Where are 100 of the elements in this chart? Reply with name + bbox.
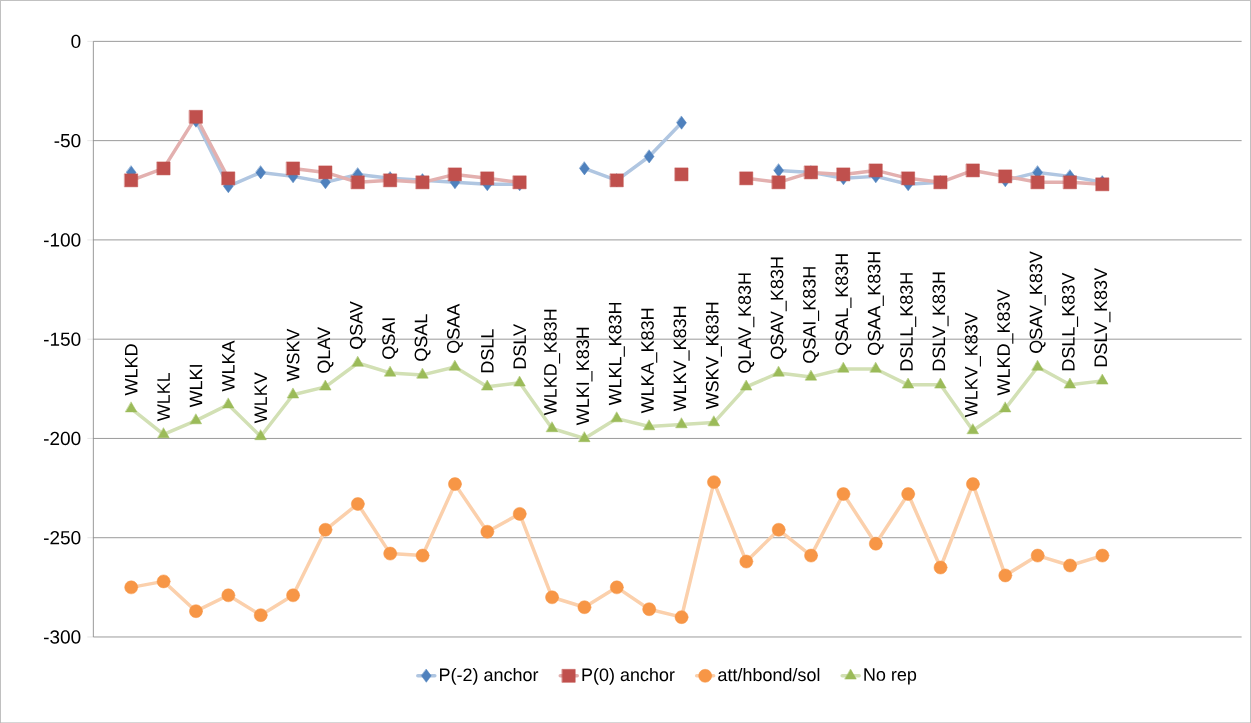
point bbox=[933, 560, 948, 575]
x-tick-label: QSAA_K83H bbox=[867, 252, 884, 355]
point bbox=[383, 546, 397, 561]
point bbox=[255, 165, 266, 179]
point bbox=[771, 175, 786, 189]
point bbox=[253, 608, 268, 622]
point bbox=[318, 522, 333, 537]
point bbox=[579, 161, 590, 176]
point bbox=[675, 417, 688, 428]
x-tick-label: DSLL_K83V bbox=[1061, 272, 1079, 371]
point bbox=[805, 370, 817, 381]
point bbox=[286, 161, 300, 176]
point bbox=[125, 401, 138, 412]
point bbox=[222, 397, 235, 409]
point bbox=[351, 356, 364, 367]
x-tick-label: QSAI bbox=[382, 318, 399, 359]
point bbox=[804, 548, 818, 563]
point bbox=[156, 161, 171, 176]
point bbox=[674, 167, 689, 181]
x-tick-label: QSAV_K83H bbox=[770, 257, 787, 359]
point bbox=[1063, 175, 1077, 189]
y-tick-label: -250 bbox=[44, 530, 81, 545]
x-tick-label: QLAV_K83H bbox=[738, 273, 755, 373]
x-tick-label: QSAI_K83H bbox=[802, 267, 820, 363]
point bbox=[318, 165, 333, 179]
y-tick-label: -300 bbox=[44, 630, 81, 644]
point bbox=[707, 475, 721, 489]
point bbox=[999, 401, 1012, 412]
legend-label: No rep bbox=[864, 668, 917, 685]
x-tick-label: WLKL bbox=[157, 372, 170, 422]
x-tick-label: WLKV_K83V bbox=[964, 312, 981, 418]
point bbox=[287, 387, 299, 399]
point bbox=[739, 171, 754, 185]
y-tick-label: -100 bbox=[44, 233, 81, 247]
x-tick-label: WSKV bbox=[286, 328, 300, 382]
y-tick-label: 0 bbox=[71, 34, 81, 48]
point bbox=[221, 171, 236, 185]
point bbox=[869, 163, 883, 178]
point bbox=[448, 167, 462, 181]
point bbox=[771, 522, 786, 537]
point bbox=[480, 171, 495, 185]
x-tick-label: QSAL_K83H bbox=[835, 254, 852, 355]
point bbox=[1030, 548, 1045, 563]
x-tick-label: DSLL bbox=[480, 329, 494, 372]
point bbox=[577, 600, 592, 614]
point bbox=[480, 524, 495, 539]
point bbox=[416, 368, 429, 379]
point bbox=[644, 149, 655, 164]
point bbox=[642, 602, 656, 616]
x-tick-label: QLAV bbox=[317, 326, 334, 373]
point bbox=[1095, 548, 1110, 563]
point bbox=[674, 610, 689, 624]
point bbox=[773, 163, 784, 178]
point bbox=[998, 169, 1013, 183]
point bbox=[578, 431, 591, 442]
point bbox=[189, 109, 203, 124]
x-tick-label: WLKA_K83H bbox=[641, 308, 658, 414]
point bbox=[221, 588, 236, 602]
point bbox=[740, 379, 753, 391]
point bbox=[1064, 377, 1076, 389]
x-tick-label: QSAV bbox=[349, 301, 366, 349]
point bbox=[156, 574, 171, 588]
point bbox=[966, 477, 980, 491]
x-tick-label: WLKI_K83H bbox=[576, 327, 593, 426]
point bbox=[901, 171, 915, 185]
point bbox=[449, 360, 461, 371]
point bbox=[610, 411, 623, 422]
x-tick-label: WLKD_K83V bbox=[997, 289, 1014, 396]
point bbox=[934, 377, 947, 389]
point bbox=[286, 588, 300, 602]
x-tick-label: WLKI bbox=[189, 364, 203, 408]
point bbox=[254, 429, 267, 440]
point bbox=[319, 379, 332, 391]
point bbox=[1030, 175, 1045, 189]
point bbox=[610, 580, 624, 594]
point bbox=[869, 362, 882, 373]
point bbox=[902, 377, 915, 389]
x-tick-label: WLKV_K83H bbox=[673, 306, 690, 412]
point bbox=[836, 167, 851, 181]
point bbox=[481, 379, 494, 391]
x-tick-label: QSAV_K83V bbox=[1029, 251, 1046, 353]
point bbox=[513, 375, 526, 387]
point bbox=[124, 580, 138, 594]
legend-label: att/hbond/sol bbox=[718, 667, 820, 682]
y-tick-label: -200 bbox=[44, 431, 81, 446]
x-tick-label: DSLL_K83H bbox=[900, 272, 917, 371]
point bbox=[1031, 360, 1044, 371]
x-tick-label: DSLV_K83V bbox=[1094, 267, 1111, 367]
point bbox=[966, 163, 980, 178]
x-tick-label: QSAA bbox=[446, 303, 463, 353]
x-tick-label: WLKA bbox=[222, 340, 235, 392]
point bbox=[837, 362, 850, 373]
point bbox=[546, 421, 558, 432]
point bbox=[351, 175, 365, 189]
point bbox=[739, 554, 754, 569]
point bbox=[998, 568, 1013, 583]
point bbox=[708, 415, 720, 426]
point bbox=[643, 419, 656, 430]
point bbox=[836, 487, 851, 501]
legend-label: P(0) anchor bbox=[582, 667, 675, 685]
